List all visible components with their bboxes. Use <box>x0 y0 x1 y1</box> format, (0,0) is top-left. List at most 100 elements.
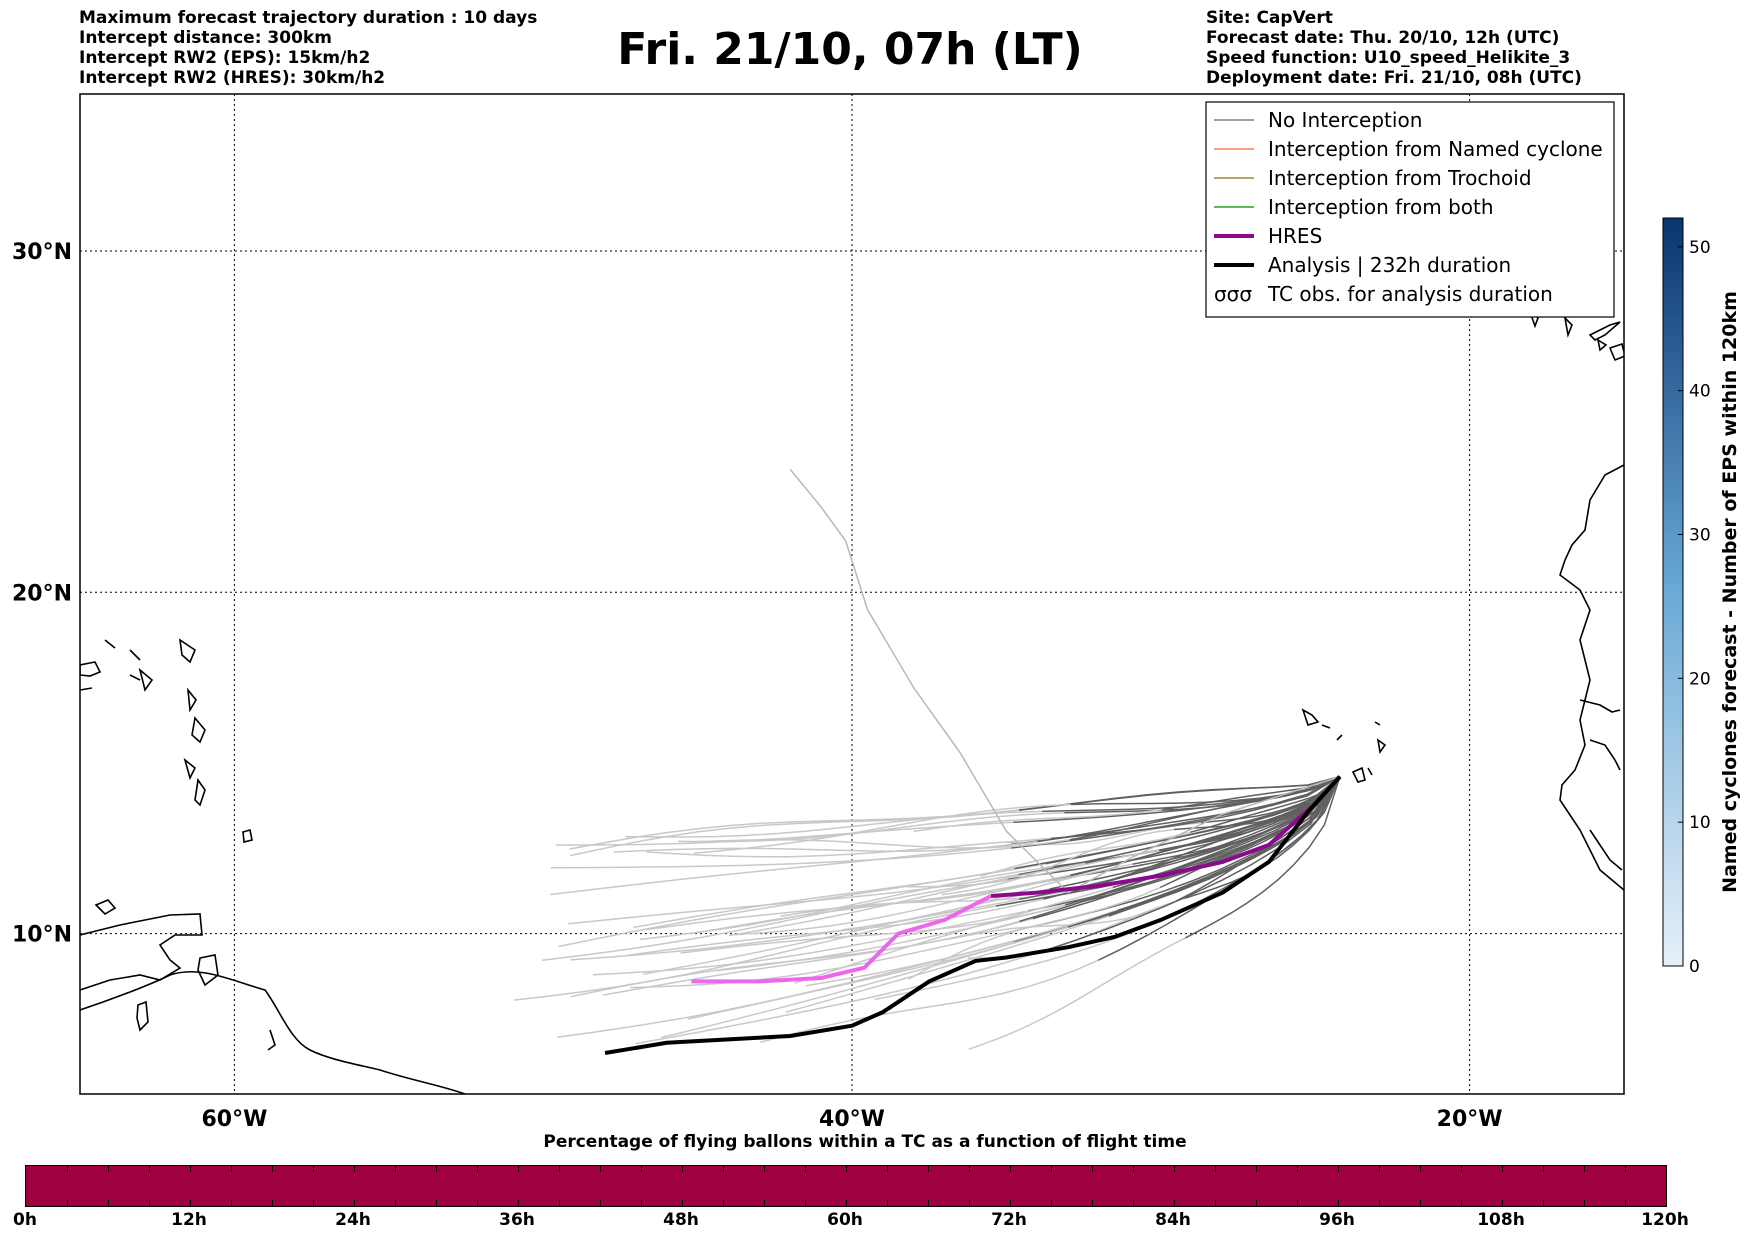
flight-time-tick-mark <box>67 1200 68 1206</box>
flight-time-tick-mark <box>1092 1166 1093 1172</box>
ensemble-track-far <box>805 909 1118 987</box>
tc-obs-icon: σσσ <box>1214 282 1252 306</box>
island-tobago <box>136 1000 149 1032</box>
ensemble-track-near <box>1019 775 1341 812</box>
flight-time-tick-label: 84h <box>1155 1210 1191 1230</box>
flight-time-tick-mark <box>108 1166 109 1172</box>
flight-time-tick-mark <box>1174 1166 1175 1172</box>
coastline-gulf <box>1579 699 1623 871</box>
flight-time-tick-mark <box>887 1166 888 1172</box>
coastlines <box>80 309 1624 1094</box>
flight-time-tick-mark <box>846 1166 847 1172</box>
island-margarita <box>94 899 117 916</box>
lat-tick-label: 30°N <box>12 240 72 265</box>
legend-box <box>1205 101 1615 318</box>
flight-time-tick-mark <box>764 1200 765 1206</box>
ensemble-track-far <box>558 867 1015 948</box>
ensemble-track-far <box>907 886 1161 981</box>
ensemble-track-far <box>625 810 1043 838</box>
ensemble-track-far <box>941 828 1175 896</box>
flight-time-tick-mark <box>477 1166 478 1172</box>
flight-time-tick-mark <box>190 1166 191 1172</box>
islands-virgin <box>80 661 141 691</box>
flight-time-tick-mark <box>1338 1166 1339 1172</box>
ensemble-track-near <box>1018 776 1341 876</box>
flight-time-tick-label: 108h <box>1477 1210 1525 1230</box>
ensemble-track-far <box>542 878 1008 962</box>
ensemble-track-far <box>687 926 1069 1020</box>
flight-time-tick-label: 48h <box>663 1210 699 1230</box>
flight-time-tick-mark <box>1420 1166 1421 1172</box>
map-frame <box>79 93 1625 1095</box>
flight-time-tick-mark <box>682 1166 683 1172</box>
coastline-trinidad <box>80 913 203 991</box>
flight-time-tick-mark <box>149 1166 150 1172</box>
flight-time-tick-mark <box>436 1166 437 1172</box>
flight-time-tick-mark <box>559 1166 560 1172</box>
flight-time-tick-mark <box>108 1200 109 1206</box>
ensemble-track-near <box>1159 776 1341 889</box>
ensemble-track-far <box>643 888 1050 975</box>
colorbar: 0 10 20 30 40 50 Named cyclones forecast - Num… <box>1662 217 1741 977</box>
ensemble-track-near <box>1070 775 1341 806</box>
colorbar-tick-label: 0 <box>1689 957 1700 977</box>
flight-time-tick-mark <box>1543 1166 1544 1172</box>
flight-time-tick-mark <box>723 1166 724 1172</box>
flight-time-tick-mark <box>1584 1200 1585 1206</box>
header-info-right: Site: CapVert Forecast date: Thu. 20/10,… <box>1206 8 1582 88</box>
flight-time-tick-mark <box>1133 1200 1134 1206</box>
legend: No Interception Interception from Named c… <box>1205 101 1615 318</box>
ensemble-track-near <box>1159 776 1341 852</box>
colorbar-tick-label: 40 <box>1689 382 1711 402</box>
flight-time-tick-mark <box>559 1200 560 1206</box>
flight-time-tick-mark <box>1092 1200 1093 1206</box>
flight-time-tick-mark <box>436 1200 437 1206</box>
flight-time-tick-label: 36h <box>499 1210 535 1230</box>
header-info-left: Maximum forecast trajectory duration : 1… <box>79 8 537 88</box>
flight-time-tick-mark <box>1256 1166 1257 1172</box>
flight-time-tick-mark <box>969 1200 970 1206</box>
flight-time-tick-label: 60h <box>827 1210 863 1230</box>
ensemble-track-far <box>729 873 1086 936</box>
ensemble-track-far <box>678 812 1065 843</box>
flight-time-tick-mark <box>928 1166 929 1172</box>
lon-tick-label: 40°W <box>819 1107 885 1132</box>
ensemble-track-far <box>691 839 1070 849</box>
colorbar-tick-label: 20 <box>1689 669 1711 689</box>
flight-time-tick-mark <box>1625 1166 1626 1172</box>
ensemble-track-far <box>980 831 1191 878</box>
ensemble-track-far <box>728 862 1086 937</box>
ensemble-track-near <box>1108 776 1341 917</box>
ensemble-track-far <box>550 843 1011 896</box>
ensemble-track-near <box>1064 776 1341 906</box>
lon-tick-label: 60°W <box>201 1107 267 1132</box>
flight-time-tick-mark <box>1133 1166 1134 1172</box>
ensemble-track-far <box>570 920 1020 998</box>
ensemble-track-far <box>635 949 1047 1045</box>
flight-time-tick-mark <box>313 1166 314 1172</box>
colorbar-gradient <box>1662 217 1684 967</box>
lon-tick-label: 20°W <box>1437 1107 1503 1132</box>
flight-time-tick-mark <box>764 1166 765 1172</box>
ensemble-track-far <box>906 849 1160 888</box>
flight-time-tick-mark <box>1543 1200 1544 1206</box>
flight-time-tick-mark <box>1379 1200 1380 1206</box>
flight-time-tick-mark <box>600 1166 601 1172</box>
flight-time-tick-mark <box>1297 1166 1298 1172</box>
flight-time-tick-mark <box>67 1166 68 1172</box>
flight-time-tick-label: 0h <box>13 1210 37 1230</box>
flight-time-tick-mark <box>1010 1166 1011 1172</box>
flight-time-tick-mark <box>231 1166 232 1172</box>
flight-time-tick-mark <box>1215 1200 1216 1206</box>
islands-antilles-1 <box>104 638 206 807</box>
flight-time-tick-mark <box>641 1200 642 1206</box>
flight-time-tick-mark <box>887 1200 888 1206</box>
flight-time-tick-mark <box>518 1200 519 1206</box>
flight-time-tick-mark <box>272 1200 273 1206</box>
flight-time-tick-mark <box>969 1166 970 1172</box>
ensemble-track-far <box>550 847 1012 869</box>
map-title: Fri. 21/10, 07h (LT) <box>617 24 1083 75</box>
flight-time-tick-mark <box>518 1166 519 1172</box>
ensemble-track-far <box>947 900 1177 941</box>
